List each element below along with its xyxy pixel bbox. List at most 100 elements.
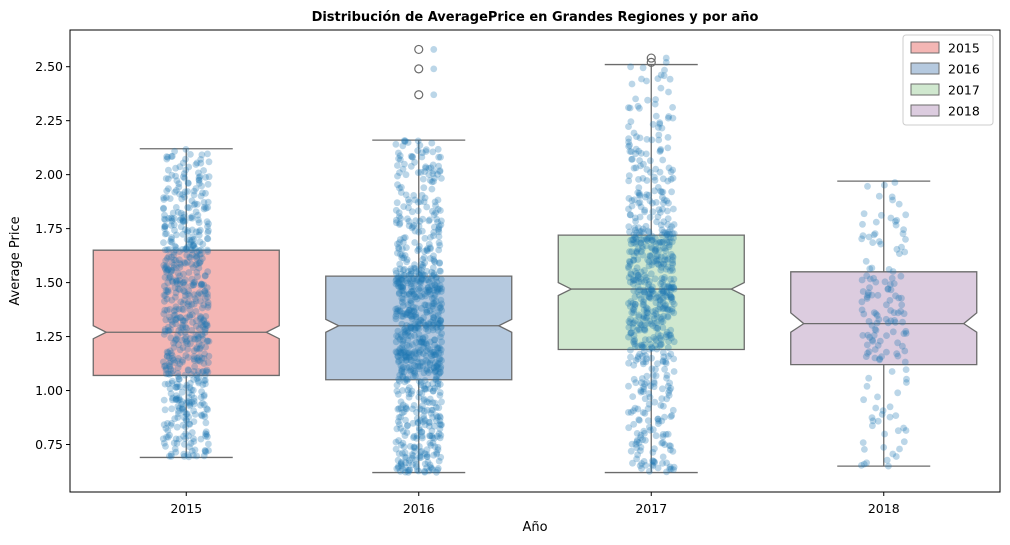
strip-point — [667, 293, 675, 301]
strip-point — [407, 324, 415, 332]
strip-point — [659, 288, 667, 296]
strip-point — [182, 416, 190, 423]
strip-point — [165, 215, 173, 222]
strip-point — [395, 277, 403, 284]
strip-point — [399, 465, 407, 473]
strip-point — [632, 317, 639, 324]
strip-point — [418, 378, 425, 386]
strip-point — [399, 313, 407, 320]
strip-point — [174, 369, 182, 377]
strip-point — [626, 228, 633, 236]
strip-point — [650, 458, 658, 466]
strip-point — [662, 431, 670, 438]
strip-point — [894, 352, 902, 360]
strip-point — [639, 388, 647, 395]
strip-point — [417, 316, 425, 324]
outlier-strip-point — [662, 58, 670, 66]
strip-point — [430, 252, 437, 260]
strip-point — [631, 340, 638, 348]
strip-point — [181, 281, 189, 289]
strip-point — [642, 150, 650, 158]
strip-point — [180, 432, 188, 440]
strip-point — [181, 317, 189, 325]
strip-point — [435, 356, 443, 363]
strip-point — [860, 396, 867, 404]
outlier-point — [646, 53, 656, 63]
strip-point — [421, 417, 429, 424]
strip-point — [410, 291, 417, 299]
strip-point — [200, 391, 208, 399]
strip-point — [395, 273, 402, 280]
strip-point — [435, 320, 443, 328]
strip-point — [664, 312, 671, 320]
strip-point — [432, 297, 440, 305]
strip-point — [416, 452, 424, 460]
strip-point — [398, 367, 406, 374]
strip-point — [423, 340, 430, 348]
strip-point — [404, 309, 412, 316]
strip-point — [889, 450, 897, 458]
strip-point — [183, 324, 190, 332]
strip-point — [652, 199, 660, 206]
strip-point — [663, 468, 670, 476]
strip-point — [646, 317, 654, 325]
strip-point — [410, 192, 418, 199]
strip-point — [180, 287, 188, 295]
strip-point — [625, 359, 632, 367]
strip-point — [659, 238, 667, 246]
strip-point — [433, 273, 440, 281]
strip-point — [404, 375, 412, 383]
strip-point — [437, 363, 445, 371]
strip-point — [654, 360, 661, 367]
strip-point — [399, 372, 406, 380]
strip-point — [430, 178, 437, 185]
strip-point — [172, 396, 180, 403]
strip-point — [178, 398, 186, 406]
strip-point — [409, 367, 417, 375]
strip-point — [396, 345, 404, 353]
strip-point — [399, 387, 406, 394]
strip-point — [192, 161, 200, 168]
strip-point — [638, 236, 645, 244]
strip-point — [409, 277, 417, 284]
strip-point — [669, 230, 676, 237]
strip-point — [415, 285, 423, 293]
strip-point — [187, 335, 194, 342]
strip-point — [420, 314, 427, 322]
strip-point — [435, 349, 443, 357]
strip-point — [663, 289, 670, 297]
strip-point — [670, 309, 678, 317]
strip-point — [426, 216, 433, 224]
strip-point — [168, 379, 176, 387]
strip-point — [197, 156, 205, 163]
strip-point — [426, 385, 434, 392]
strip-point — [168, 259, 176, 266]
strip-point — [401, 453, 409, 461]
strip-point — [636, 320, 644, 327]
strip-point — [399, 287, 407, 295]
strip-point — [893, 350, 901, 358]
strip-point — [902, 427, 910, 434]
strip-point — [195, 219, 203, 227]
strip-point — [641, 289, 649, 297]
strip-point — [892, 292, 899, 300]
strip-point — [437, 346, 445, 354]
strip-point — [416, 417, 424, 424]
strip-point — [417, 346, 424, 354]
strip-point — [860, 460, 868, 468]
strip-point — [638, 321, 646, 329]
strip-point — [630, 231, 638, 239]
strip-point — [175, 394, 183, 402]
strip-point — [172, 172, 180, 180]
outlier-point — [414, 64, 424, 74]
strip-point — [180, 278, 188, 286]
strip-point — [432, 350, 440, 358]
strip-point — [663, 371, 671, 379]
strip-point — [160, 205, 167, 213]
strip-point — [640, 236, 647, 244]
strip-point — [192, 185, 200, 192]
strip-point — [174, 383, 181, 391]
strip-point — [163, 264, 170, 271]
strip-point — [642, 436, 649, 444]
strip-point — [668, 305, 676, 313]
